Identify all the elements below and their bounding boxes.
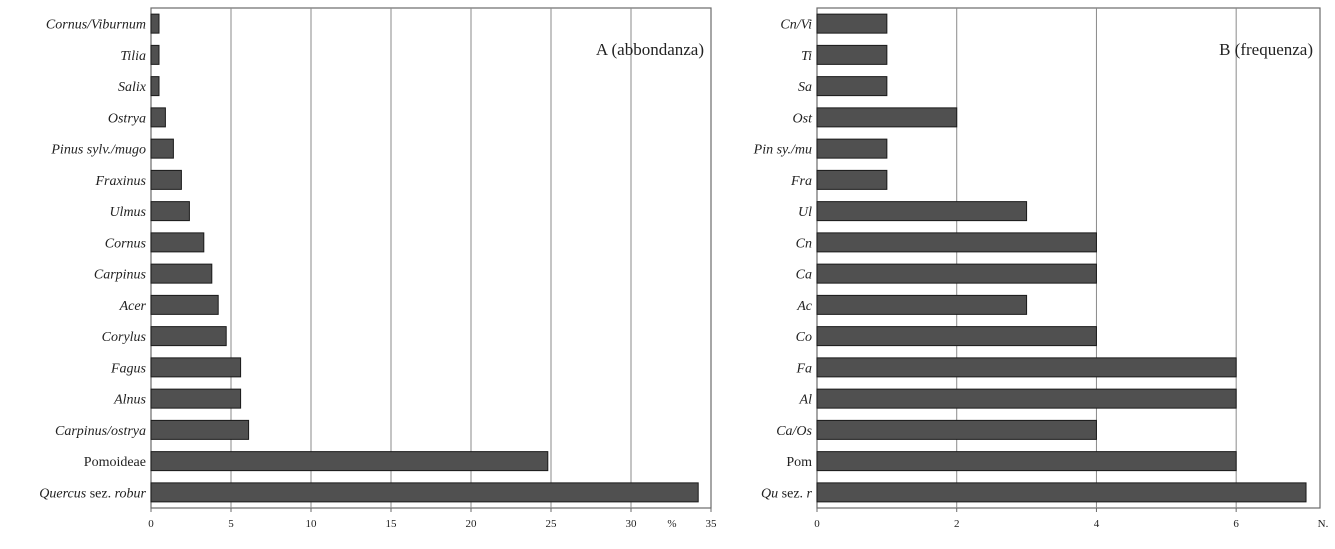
bar-a-3 xyxy=(150,107,166,128)
category-label: Ti xyxy=(801,49,812,64)
bar-a-9 xyxy=(150,294,219,315)
bar-a-0 xyxy=(150,13,160,34)
category-label: Alnus xyxy=(113,393,146,408)
chart-panel-frequenza: 0 2 4 6 Cn/Vi Ti Sa Ost Pin sy./mu Fra Ul Cn Ca Ac Co F… xyxy=(753,7,1329,530)
category-label: Sa xyxy=(798,80,812,95)
category-label: Ca/Os xyxy=(776,424,812,439)
bar-a-15 xyxy=(150,482,699,503)
x-tick-label: 10 xyxy=(306,518,318,530)
category-label: Ostrya xyxy=(108,111,146,126)
category-label: Pom xyxy=(786,455,812,470)
category-label: Fa xyxy=(795,361,812,376)
x-tick-label: 4 xyxy=(1094,518,1100,530)
bar-b-13 xyxy=(816,419,1097,440)
chart-panel-abbondanza: 0 5 10 15 20 25 30 35 Cornus/Viburnum Tilia Salix O… xyxy=(39,7,718,530)
bar-a-4 xyxy=(150,138,174,159)
category-label: Pinus sylv./mugo xyxy=(50,143,146,158)
plot-frame xyxy=(150,7,712,509)
bar-a-14 xyxy=(150,451,549,472)
bar-b-9 xyxy=(816,294,1028,315)
category-label: Fraxinus xyxy=(94,174,146,189)
bar-a-8 xyxy=(150,263,213,284)
x-tick-label: 30 xyxy=(626,518,638,530)
category-label: Ost xyxy=(793,111,814,126)
chart-title: A (abbondanza) xyxy=(596,40,704,59)
category-label: Carpinus/ostrya xyxy=(55,424,146,439)
category-label: Al xyxy=(799,393,813,408)
category-label: Corylus xyxy=(102,330,147,345)
category-label: Ulmus xyxy=(109,205,146,220)
bar-a-13 xyxy=(150,419,250,440)
bar-b-1 xyxy=(816,44,888,65)
category-label: Cn/Vi xyxy=(780,18,812,33)
bar-a-1 xyxy=(150,44,160,65)
category-label: Fagus xyxy=(110,361,147,376)
x-tick-label: 15 xyxy=(386,518,398,530)
x-tick-label: 0 xyxy=(148,518,154,530)
x-tick-label: 25 xyxy=(546,518,558,530)
category-label: Ul xyxy=(798,205,812,220)
x-unit-label: N. xyxy=(1318,518,1329,530)
x-tick-label: 6 xyxy=(1233,518,1239,530)
category-label: Cn xyxy=(796,236,812,251)
x-tick-label: 35 xyxy=(706,518,718,530)
x-unit-label: % xyxy=(667,518,676,530)
bar-a-10 xyxy=(150,326,227,347)
category-label: Carpinus xyxy=(94,268,147,283)
x-tick-label: 2 xyxy=(954,518,960,530)
bar-b-2 xyxy=(816,76,888,97)
category-label: Ac xyxy=(796,299,813,314)
category-label: Tilia xyxy=(120,49,146,64)
bar-a-11 xyxy=(150,357,242,378)
bar-b-12 xyxy=(816,388,1237,409)
x-tick-label: 20 xyxy=(466,518,478,530)
category-label: Acer xyxy=(119,299,147,314)
category-label: Co xyxy=(796,330,812,345)
category-label: Ca xyxy=(796,268,812,283)
bar-a-2 xyxy=(150,76,160,97)
category-label: Fra xyxy=(790,174,812,189)
bar-a-6 xyxy=(150,201,190,222)
bar-b-15 xyxy=(816,482,1307,503)
category-label: Qu sez. r xyxy=(761,486,813,501)
category-label: Salix xyxy=(118,80,147,95)
bar-a-12 xyxy=(150,388,242,409)
plot-frame xyxy=(816,7,1321,509)
bar-b-14 xyxy=(816,451,1237,472)
bar-b-8 xyxy=(816,263,1097,284)
bar-b-11 xyxy=(816,357,1237,378)
bar-b-5 xyxy=(816,169,888,190)
bar-b-7 xyxy=(816,232,1097,253)
category-label: Pin sy./mu xyxy=(753,143,812,158)
x-tick-label: 5 xyxy=(228,518,234,530)
category-label: Cornus xyxy=(105,236,147,251)
bar-a-5 xyxy=(150,169,182,190)
bar-b-6 xyxy=(816,201,1028,222)
category-label: Cornus/Viburnum xyxy=(46,18,146,33)
x-tick-label: 0 xyxy=(814,518,820,530)
chart-title: B (frequenza) xyxy=(1219,40,1313,59)
bar-b-0 xyxy=(816,13,888,34)
category-label: Quercus sez. robur xyxy=(39,486,146,501)
bar-b-3 xyxy=(816,107,958,128)
bar-a-7 xyxy=(150,232,205,253)
bar-b-10 xyxy=(816,326,1097,347)
bar-b-4 xyxy=(816,138,888,159)
category-label: Pomoideae xyxy=(84,455,146,470)
